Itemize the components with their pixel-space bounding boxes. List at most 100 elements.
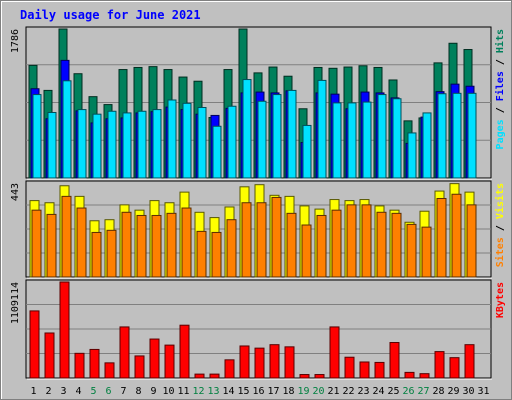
kbytes-bar [224, 359, 235, 379]
pages-bar [422, 112, 432, 179]
kbytes-bar [314, 374, 325, 379]
y-tick-label-middle: 443 [10, 183, 21, 201]
sites-bar [211, 231, 222, 278]
kbytes-bar [299, 374, 310, 379]
x-tick-label: 21 [327, 386, 339, 397]
pages-bar [302, 124, 312, 179]
legend-label-middle: Sites / Visits [494, 183, 506, 267]
kbytes-bar [209, 373, 220, 379]
x-tick-label: 16 [252, 386, 264, 397]
pages-bar [137, 110, 147, 179]
sites-bar [91, 231, 102, 278]
x-tick-label: 27 [417, 386, 429, 397]
sites-bar [451, 193, 462, 278]
pages-bar [47, 112, 57, 179]
pages-bar [152, 109, 162, 179]
pages-bar [257, 100, 267, 179]
pages-bar [317, 79, 327, 179]
x-tick-label: 3 [60, 386, 66, 397]
x-tick-label: 17 [267, 386, 279, 397]
legend-entry-files: Files [494, 71, 506, 101]
pages-bar [362, 101, 372, 179]
pages-bar [167, 99, 177, 179]
kbytes-bar [74, 352, 85, 379]
sites-bar [436, 197, 447, 278]
x-tick-label: 13 [207, 386, 219, 397]
x-tick-label: 15 [237, 386, 249, 397]
pages-bar [77, 109, 87, 179]
kbytes-bar [389, 342, 400, 379]
kbytes-bar [134, 355, 145, 379]
x-tick-label: 29 [447, 386, 459, 397]
pages-bar [32, 94, 42, 179]
pages-bar [62, 80, 72, 179]
kbytes-bar [359, 361, 370, 379]
sites-bar [61, 195, 72, 278]
x-tick-label: 2 [45, 386, 51, 397]
x-tick-label: 5 [90, 386, 96, 397]
pages-bar [407, 132, 417, 179]
x-tick-label: 24 [372, 386, 384, 397]
kbytes-bar [59, 281, 70, 379]
kbytes-bar [104, 362, 115, 379]
pages-bar [332, 102, 342, 179]
pages-bar [212, 125, 222, 179]
sites-bar [136, 214, 147, 278]
x-tick-label: 7 [120, 386, 126, 397]
sites-bar [166, 212, 177, 278]
x-tick-label: 28 [432, 386, 444, 397]
legend-entry-pages: Pages [495, 119, 506, 149]
pages-bar [452, 92, 462, 179]
x-tick-label: 20 [312, 386, 324, 397]
sites-bar [151, 214, 162, 278]
x-tick-label: 4 [75, 386, 81, 397]
legend-separator: / [495, 53, 506, 71]
sites-bar [256, 202, 267, 278]
kbytes-bar [254, 347, 265, 379]
pages-bar [107, 110, 117, 179]
pages-bar [122, 112, 132, 179]
sites-bar [271, 196, 282, 278]
x-tick-label: 1 [30, 386, 36, 397]
sites-bar [406, 223, 417, 278]
x-tick-label: 25 [387, 386, 399, 397]
x-tick-label: 30 [462, 386, 474, 397]
kbytes-bar [344, 356, 355, 379]
x-tick-label: 12 [192, 386, 204, 397]
legend-separator: / [495, 219, 506, 237]
sites-bar [31, 209, 42, 278]
kbytes-bar [149, 338, 160, 379]
sites-bar [301, 224, 312, 278]
x-tick-label: 14 [222, 386, 234, 397]
sites-bar [46, 213, 57, 278]
kbytes-bar [374, 361, 385, 379]
pages-bar [377, 94, 387, 179]
pages-bar [242, 79, 252, 179]
pages-bar [467, 92, 477, 179]
sites-bar [316, 214, 327, 278]
sites-bar [181, 207, 192, 278]
sites-bar [196, 230, 207, 278]
legend-entry-sites: Sites [494, 237, 506, 267]
sites-bar [106, 229, 117, 278]
sites-bar [376, 211, 387, 278]
kbytes-bar [44, 332, 55, 379]
x-tick-label: 10 [162, 386, 174, 397]
x-tick-label: 19 [297, 386, 309, 397]
pages-bar [92, 113, 102, 179]
sites-bar [421, 226, 432, 278]
sites-bar [286, 212, 297, 278]
pages-bar [437, 93, 447, 179]
x-tick-label: 22 [342, 386, 354, 397]
kbytes-bar [269, 344, 280, 379]
sites-bar [241, 202, 252, 278]
x-tick-label: 9 [150, 386, 156, 397]
pages-bar [392, 98, 402, 179]
x-tick-label: 23 [357, 386, 369, 397]
kbytes-bar [449, 357, 460, 379]
kbytes-bar [239, 345, 250, 379]
chart-title: Daily usage for June 2021 [20, 8, 201, 22]
kbytes-bar [404, 371, 415, 379]
legend-entry-visits: Visits [494, 183, 506, 219]
sites-bar [361, 204, 372, 278]
